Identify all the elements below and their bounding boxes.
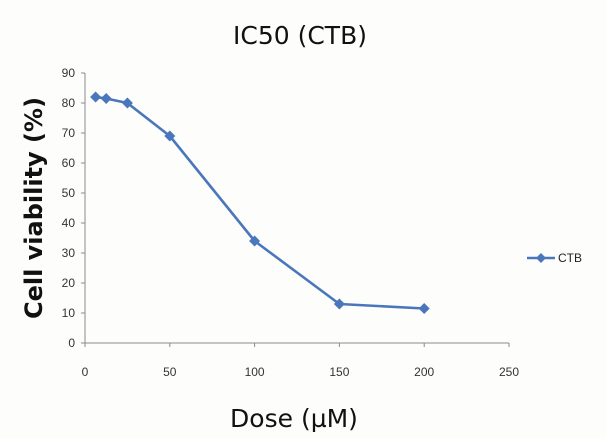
- x-axis-title: Dose (µM): [230, 404, 358, 433]
- data-point: [418, 303, 430, 314]
- x-tick-label: 200: [414, 365, 434, 379]
- y-tick-label: 50: [62, 186, 76, 200]
- data-point: [121, 97, 133, 109]
- y-tick-label: 40: [62, 216, 76, 230]
- y-tick-label: 90: [62, 66, 76, 80]
- y-tick-label: 10: [62, 306, 76, 320]
- data-point: [333, 298, 345, 310]
- data-point: [90, 91, 102, 103]
- legend-label: CTB: [558, 251, 582, 265]
- x-tick-label: 250: [499, 365, 519, 379]
- x-tick-label: 100: [245, 365, 265, 379]
- y-tick-label: 70: [62, 126, 76, 140]
- y-tick-label: 20: [62, 276, 76, 290]
- data-point: [164, 130, 176, 142]
- legend-marker: [536, 253, 546, 263]
- chart-title: IC50 (CTB): [233, 21, 367, 50]
- y-tick-label: 0: [68, 336, 75, 350]
- y-tick-label: 80: [62, 96, 76, 110]
- y-tick-label: 60: [62, 156, 76, 170]
- plot-area: [90, 91, 430, 314]
- data-point: [100, 93, 112, 104]
- legend: CTB: [527, 251, 582, 265]
- y-axis-title: Cell viability (%): [20, 97, 48, 319]
- axes: 0 10 20 30 40 50 60 70 80 90 0 50 100 150 200 250: [62, 66, 520, 379]
- data-point: [249, 235, 261, 247]
- x-tick-label: 50: [163, 365, 177, 379]
- series-line-ctb: [95, 95, 425, 310]
- y-tick-label: 30: [62, 246, 76, 260]
- x-tick-label: 0: [82, 365, 89, 379]
- x-tick-label: 150: [329, 365, 349, 379]
